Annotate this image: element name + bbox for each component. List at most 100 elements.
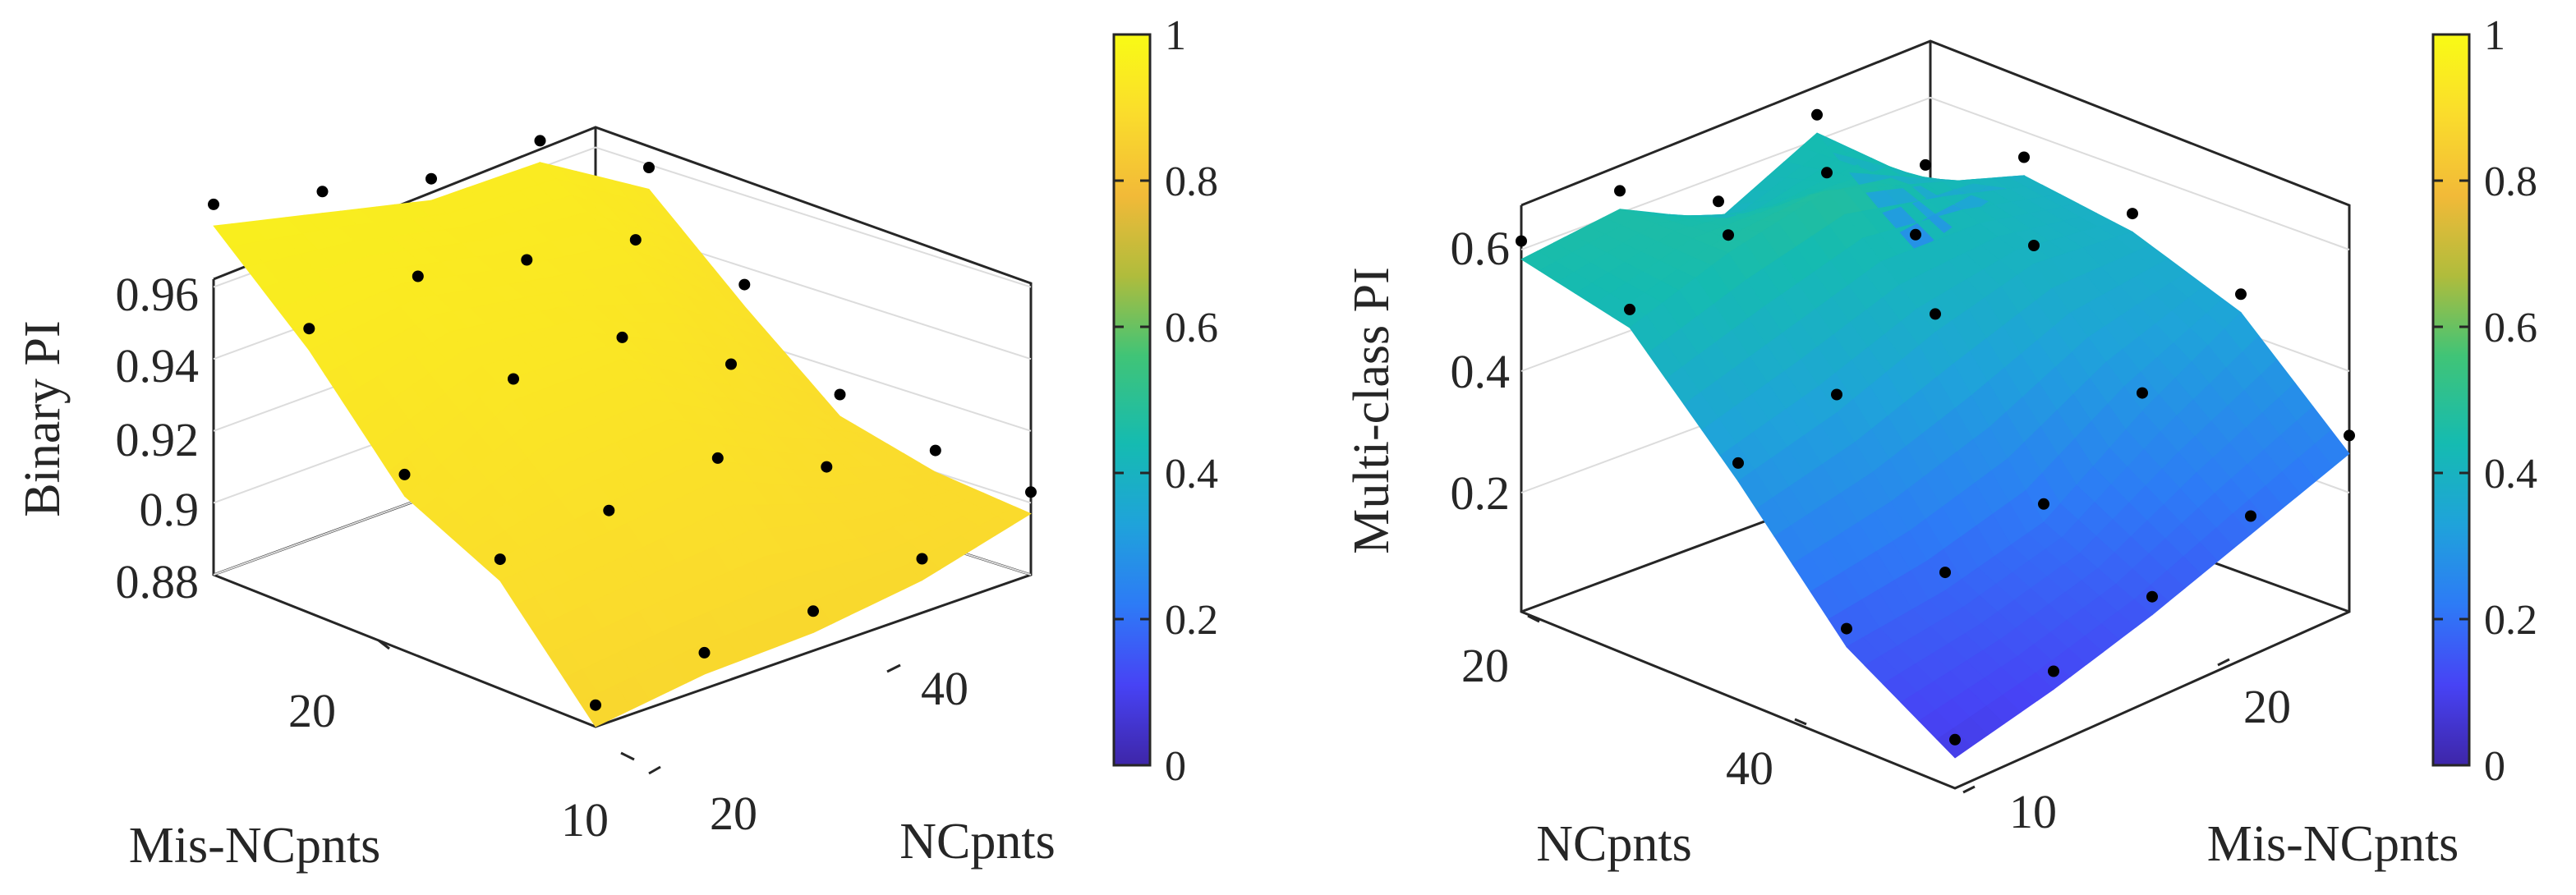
- data-point: [1939, 567, 1951, 579]
- y-tick-label: 40: [921, 662, 968, 715]
- y-tick-label: 20: [1461, 639, 1509, 692]
- colorbar-tick-label: 0: [1165, 743, 1186, 790]
- y-axis-label: NCpnts: [1536, 816, 1691, 872]
- data-point: [521, 254, 533, 266]
- data-point: [616, 331, 628, 343]
- data-point: [2245, 510, 2256, 522]
- panel-multiclass: 0.2 0.4 0.6 Multi-class PI 20 40 NCpnts …: [1344, 12, 2537, 872]
- data-point: [2146, 590, 2158, 603]
- data-point: [534, 135, 546, 147]
- data-point: [2235, 288, 2247, 301]
- z-tick-label: 0.94: [116, 339, 200, 392]
- z-tick-label: 0.92: [116, 413, 200, 466]
- data-point: [1732, 457, 1744, 469]
- data-point: [1910, 228, 1921, 241]
- colorbar-tick-label: 0.2: [2484, 597, 2537, 644]
- data-point: [1821, 167, 1833, 179]
- z-tick-label: 0.9: [140, 483, 200, 536]
- x-tick-label: 20: [2243, 680, 2291, 733]
- colorbar: 0 0.2 0.4 0.6 0.8 1: [1112, 12, 1218, 790]
- z-axis-label: Multi-class PI: [1344, 267, 1400, 554]
- z-tick-label: 0.96: [116, 268, 200, 321]
- x-axis-ticks: 20 10: [288, 639, 635, 847]
- colorbar-tick-label: 1: [1165, 12, 1186, 59]
- data-point: [1841, 622, 1852, 635]
- data-point: [929, 444, 941, 457]
- x-tick-label: 10: [561, 793, 609, 847]
- colorbar-gradient: [1114, 34, 1150, 765]
- data-point: [1920, 158, 1931, 171]
- x-tick-label: 20: [288, 684, 336, 737]
- z-grid-line: [1520, 96, 2350, 250]
- y-axis-ticks: 20 40: [1461, 614, 1807, 795]
- z-axis-ticks: 0.2 0.4 0.6: [1451, 222, 1511, 520]
- data-point: [508, 373, 519, 385]
- data-point: [603, 504, 615, 516]
- x-axis-label: Mis-NCpnts: [2207, 816, 2459, 872]
- data-points: [208, 135, 1037, 711]
- data-point: [834, 388, 846, 401]
- data-point: [821, 461, 833, 473]
- z-tick-label: 0.2: [1451, 466, 1511, 520]
- data-point: [303, 323, 315, 335]
- data-point: [2048, 665, 2059, 677]
- y-axis-ticks: 20 40: [648, 662, 968, 840]
- data-point: [1811, 108, 1823, 121]
- data-point: [1624, 303, 1635, 315]
- colorbar-tick-label: 0.4: [2484, 451, 2537, 498]
- surface: [1520, 132, 2350, 759]
- colorbar-ticks: 0 0.2 0.4 0.6 0.8 1: [1114, 12, 1218, 790]
- colorbar-gradient: [2433, 34, 2469, 765]
- data-point: [2127, 208, 2138, 220]
- data-point: [590, 699, 601, 711]
- data-point: [398, 468, 411, 480]
- data-point: [2038, 498, 2049, 510]
- colorbar-tick-label: 0.2: [1165, 597, 1218, 644]
- data-point: [1930, 308, 1941, 320]
- colorbar-tick-label: 0.8: [2484, 158, 2537, 205]
- y-tick-label: 20: [710, 787, 757, 840]
- data-point: [698, 646, 711, 659]
- data-point: [1025, 486, 1037, 498]
- data-point: [916, 553, 928, 565]
- data-point: [316, 186, 329, 198]
- data-point: [426, 172, 437, 185]
- data-point: [208, 198, 219, 210]
- colorbar: 0 0.2 0.4 0.6 0.8 1: [2431, 12, 2537, 790]
- z-tick-label: 0.88: [116, 555, 200, 608]
- data-point: [711, 452, 724, 464]
- data-point: [643, 162, 655, 173]
- data-point: [738, 278, 751, 291]
- z-axis-label: Binary PI: [15, 320, 71, 516]
- x-axis-label: Mis-NCpnts: [129, 818, 381, 874]
- data-point: [494, 553, 506, 566]
- data-point: [1723, 229, 1734, 241]
- x-tick-label: 10: [2009, 785, 2057, 838]
- z-tick-label: 0.6: [1451, 222, 1511, 275]
- data-point: [807, 605, 819, 617]
- data-point: [629, 234, 642, 246]
- colorbar-frame: [1112, 33, 1152, 767]
- data-point: [1516, 235, 1527, 247]
- data-point: [1949, 733, 1961, 746]
- data-point: [2344, 429, 2355, 442]
- data-points: [1516, 108, 2355, 746]
- surface: [213, 161, 1032, 727]
- colorbar-tick-label: 1: [2484, 12, 2505, 59]
- colorbar-tick-label: 0.6: [1165, 305, 1218, 351]
- x-axis-ticks: 10 20: [1962, 658, 2291, 838]
- colorbar-tick-label: 0.6: [2484, 305, 2537, 351]
- data-point: [725, 358, 737, 370]
- colorbar-tick-label: 0: [2484, 743, 2505, 790]
- colorbar-ticks: 0 0.2 0.4 0.6 0.8 1: [2433, 12, 2537, 790]
- data-point: [1614, 185, 1626, 197]
- colorbar-tick-label: 0.8: [1165, 158, 1218, 205]
- y-axis-label: NCpnts: [899, 814, 1055, 870]
- y-tick-label: 40: [1726, 741, 1773, 795]
- data-point: [2018, 151, 2030, 163]
- z-axis-ticks: 0.88 0.9 0.92 0.94 0.96: [116, 268, 200, 608]
- panel-binary: 0.88 0.9 0.92 0.94 0.96 Binary PI 20 10 …: [15, 12, 1218, 874]
- data-point: [1831, 388, 1842, 401]
- colorbar-tick-label: 0.4: [1165, 451, 1218, 498]
